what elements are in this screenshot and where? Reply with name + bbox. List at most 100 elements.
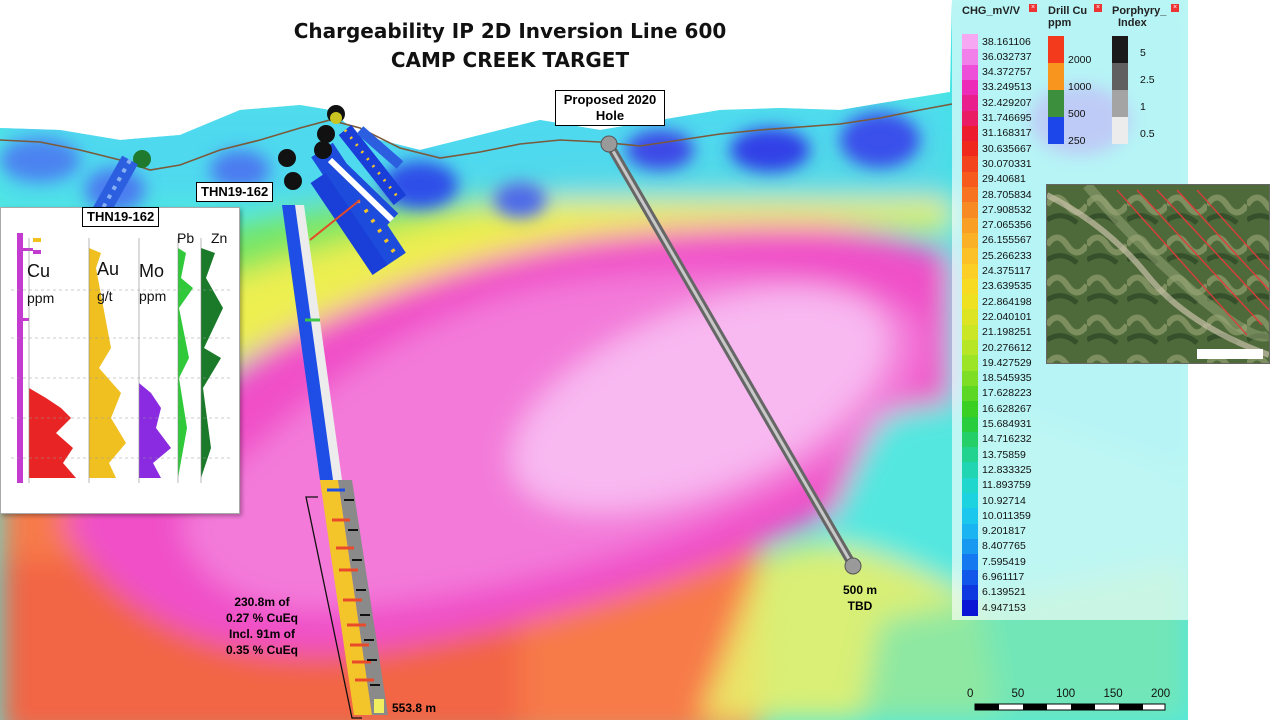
- chart-subtitle: CAMP CREEK TARGET: [390, 48, 630, 72]
- chg-swatch: [962, 493, 978, 509]
- chg-swatch: [962, 64, 978, 81]
- chg-value-label: 21.198251: [982, 326, 1032, 339]
- log-mo-label: Mo: [139, 261, 165, 281]
- chg-value-label: 24.375117: [982, 265, 1031, 277]
- pi-swatch: [1112, 63, 1128, 90]
- chg-value-label: 8.407765: [982, 540, 1026, 553]
- chg-swatch: [962, 385, 978, 402]
- thn-main-callout: THN19-162: [196, 182, 274, 202]
- proposed-hole-callout: Proposed 2020 Hole: [555, 90, 665, 126]
- topography-line: [0, 103, 953, 171]
- chg-value-label: 26.155567: [982, 234, 1032, 247]
- thn-log-callout: THN19-162: [82, 207, 160, 227]
- chg-legend-close-icon[interactable]: ×: [1029, 4, 1037, 12]
- chg-value-label: 20.276612: [982, 341, 1032, 354]
- chg-value-label: 33.249513: [982, 81, 1032, 94]
- pi-swatch: [1112, 117, 1128, 144]
- cu-legend-close-icon[interactable]: ×: [1094, 4, 1102, 12]
- chg-swatch: [962, 34, 978, 50]
- cu-value-label: 2000: [1068, 53, 1092, 66]
- intercept-line-2: 0.27 % CuEq: [225, 611, 299, 625]
- drill-log-graphs: [11, 233, 231, 483]
- chg-value-label: 22.040101: [982, 310, 1032, 323]
- chg-swatch: [962, 431, 978, 448]
- chg-swatch: [962, 202, 978, 219]
- cu-swatch: [1048, 90, 1064, 117]
- drill-log-panel: Cu ppm Au g/t Mo ppm Pb Zn: [0, 207, 240, 514]
- location-map-inset: [1046, 184, 1270, 364]
- chg-value-label: 30.635667: [982, 142, 1032, 155]
- drillhole-thn19-162: [282, 205, 388, 719]
- chg-value-label: 16.628267: [982, 402, 1032, 415]
- chg-swatch: [962, 370, 978, 387]
- cu-legend-title-1: Drill Cu: [1048, 5, 1088, 17]
- pi-value-label: 1: [1140, 100, 1146, 113]
- chg-swatch: [962, 523, 978, 540]
- chg-swatch: [962, 110, 978, 127]
- log-au-label: Au: [97, 259, 120, 279]
- chg-swatch: [962, 278, 978, 295]
- chg-value-label: 25.266233: [982, 249, 1032, 262]
- intercept-line-3: Incl. 91m of: [228, 627, 296, 641]
- log-cu-label: Cu: [27, 261, 51, 281]
- chg-value-label: 23.639535: [982, 280, 1032, 293]
- chg-value-label: 10.011359: [982, 509, 1031, 522]
- chg-swatch: [962, 355, 978, 372]
- scale-bar: [974, 703, 1166, 711]
- chg-value-label: 9.201817: [982, 525, 1026, 538]
- chg-value-label: 31.168317: [982, 127, 1032, 140]
- chg-swatch: [962, 217, 978, 234]
- chg-swatch: [962, 401, 978, 417]
- chg-value-label: 32.429207: [982, 96, 1032, 109]
- log-mo-unit: ppm: [139, 288, 167, 304]
- cu-swatch: [1048, 36, 1064, 63]
- end-depth-label: 553.8 m: [392, 701, 437, 715]
- chg-swatch: [962, 125, 978, 142]
- pi-value-label: 0.5: [1140, 127, 1155, 140]
- log-zn-label: Zn: [211, 230, 228, 246]
- scale-bar-label: 150: [1103, 688, 1123, 700]
- chg-swatch: [962, 324, 978, 341]
- chg-value-label: 4.947153: [982, 601, 1026, 614]
- chg-value-label: 36.032737: [982, 50, 1032, 63]
- chg-swatch: [962, 462, 978, 479]
- pi-legend-close-icon[interactable]: ×: [1171, 4, 1179, 12]
- chg-swatch: [962, 141, 978, 157]
- cu-swatch: [1048, 117, 1064, 144]
- log-cu-unit: ppm: [27, 290, 55, 306]
- chg-value-label: 28.705834: [982, 188, 1032, 201]
- collar-markers: [278, 105, 345, 190]
- chg-value-label: 19.427529: [982, 356, 1032, 369]
- drill-trace-cluster: [309, 125, 407, 276]
- chg-swatch: [962, 95, 978, 111]
- pi-value-label: 5: [1140, 46, 1146, 59]
- chg-value-label: 27.065356: [982, 219, 1032, 232]
- scale-bar-label: 200: [1151, 688, 1171, 700]
- proposed-drillhole: [600, 135, 862, 575]
- chg-swatch: [962, 569, 978, 586]
- chart-title: Chargeability IP 2D Inversion Line 600: [293, 19, 727, 43]
- log-au-unit: g/t: [97, 288, 113, 304]
- chg-value-label: 38.161106: [982, 35, 1031, 48]
- chg-value-label: 6.139521: [982, 586, 1026, 599]
- pi-value-label: 2.5: [1140, 73, 1155, 86]
- chg-value-label: 13.75859: [982, 448, 1026, 461]
- proposed-depth-label: 500 m: [842, 583, 878, 597]
- cu-legend-title-2: ppm: [1048, 17, 1072, 29]
- cu-swatch: [1048, 63, 1064, 90]
- chg-swatch: [962, 584, 978, 601]
- chg-value-label: 31.746695: [982, 112, 1032, 124]
- chg-swatch: [962, 232, 978, 249]
- chg-value-label: 22.864198: [982, 295, 1032, 308]
- scale-bar-label: 0: [967, 688, 974, 700]
- cu-value-label: 250: [1068, 134, 1086, 147]
- cu-value-label: 500: [1068, 107, 1086, 120]
- chg-swatch: [962, 477, 978, 494]
- chg-swatch: [962, 263, 978, 280]
- scale-bar-label: 100: [1056, 688, 1076, 700]
- chg-value-label: 11.893759: [982, 479, 1031, 492]
- pi-swatch: [1112, 36, 1128, 63]
- chg-swatch: [962, 340, 978, 356]
- chg-value-label: 30.070331: [982, 157, 1032, 170]
